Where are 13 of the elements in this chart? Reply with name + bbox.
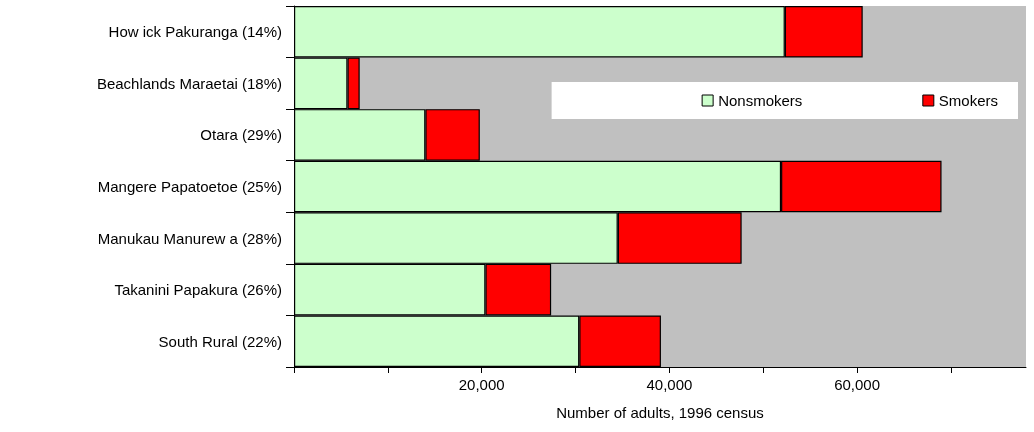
legend-label: Nonsmokers [718, 92, 803, 109]
x-tick-label: 20,000 [458, 376, 505, 393]
y-tick-label: Otara (29%) [200, 126, 282, 144]
y-tick-label: Manukau Manurew a (28%) [97, 229, 282, 247]
x-tick-label: 60,000 [834, 376, 881, 393]
y-tick-label: Mangere Papatoetoe (25%) [97, 178, 282, 195]
y-tick-label: Beachlands Maraetai (18%) [96, 74, 282, 92]
y-tick-label: Takanini Papakura (26%) [114, 281, 282, 299]
x-tick-label: 40,000 [646, 376, 693, 393]
legend-label: Smokers [938, 92, 999, 109]
x-axis-title: Number of adults, 1996 census [556, 404, 764, 421]
y-tick-label: South Rural (22%) [158, 332, 282, 350]
y-tick-label: How ick Pakuranga (14%) [108, 23, 282, 41]
